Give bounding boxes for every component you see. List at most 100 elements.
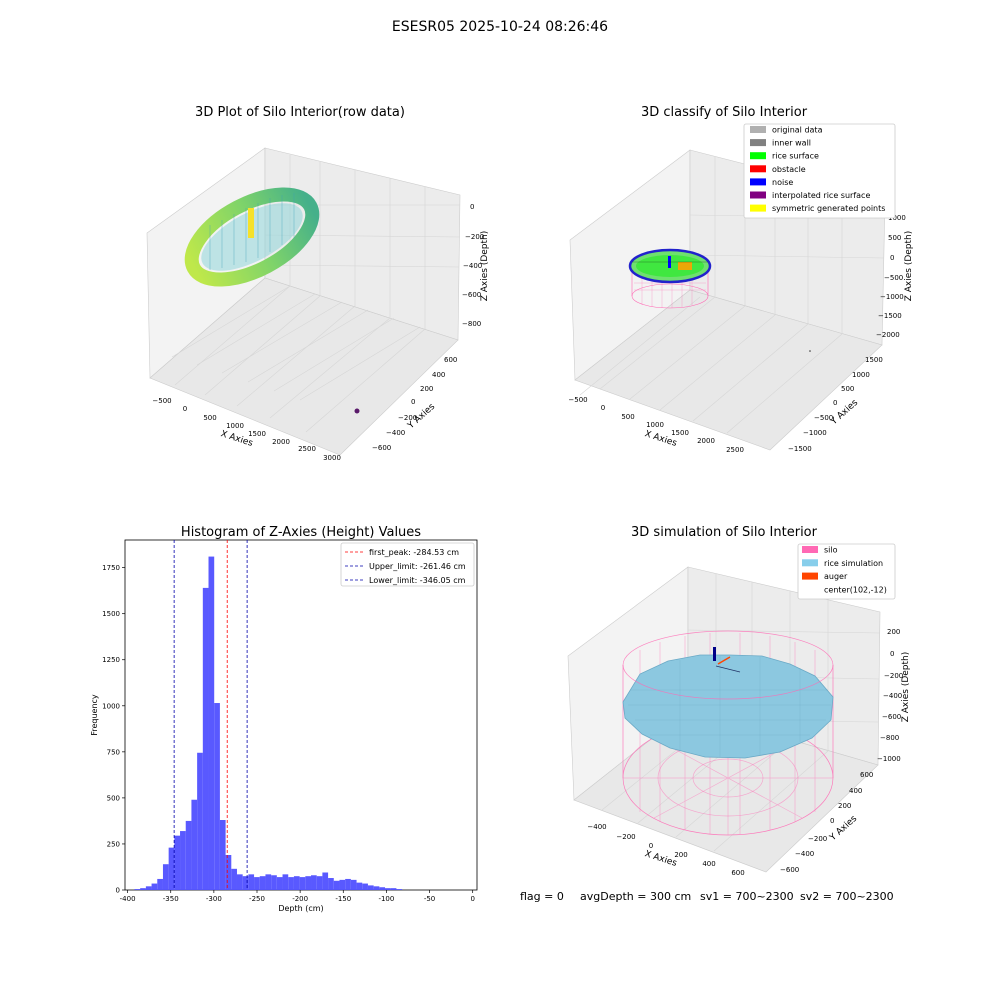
legend-swatch [802, 572, 818, 580]
raw-x-tick: 2500 [298, 445, 316, 453]
hist-y-ticks: 0 250 500 750 1000 1250 1500 1750 [102, 564, 125, 895]
legend-label: obstacle [772, 165, 806, 174]
hist-y-tick-label: 0 [116, 887, 120, 895]
hist-x-tick-label: -350 [163, 895, 179, 903]
hist-x-tick-label: -150 [335, 895, 351, 903]
hist-bar [305, 876, 312, 890]
panel-raw-data: 3D Plot of Silo Interior(row data) [146, 105, 490, 462]
sim-x-tick: −200 [616, 833, 635, 841]
legend-label: interpolated rice surface [772, 191, 870, 200]
hist-bar [202, 587, 209, 890]
legend-label: original data [772, 126, 823, 135]
sim-title: 3D simulation of Silo Interior [631, 525, 818, 540]
classify-z-tick: 1000 [888, 214, 906, 222]
legend-label: auger [824, 572, 848, 581]
hist-bar [271, 875, 277, 890]
status-sv1: sv1 = 700~2300 [700, 890, 794, 903]
hist-y-tick-label: 250 [107, 840, 120, 848]
classify-x-tick: 2500 [726, 446, 744, 454]
classify-legend-items: original data inner wall rice surface obsta… [750, 126, 885, 213]
sim-z-tick: −800 [880, 734, 899, 742]
hist-bar [328, 878, 334, 890]
legend-swatch [750, 204, 766, 212]
classify-y-tick: −1500 [788, 445, 812, 453]
raw-z-tick: 0 [470, 203, 474, 211]
hist-bar [185, 820, 192, 890]
hist-bar [390, 888, 397, 890]
sim-auger [713, 647, 741, 673]
legend-label: center(102,-12) [824, 585, 887, 594]
classify-x-tick: 500 [621, 413, 634, 421]
legend-swatch [750, 139, 766, 147]
classify-x-tick: −500 [568, 396, 587, 404]
panel-raw-title: 3D Plot of Silo Interior(row data) [195, 105, 405, 120]
classify-y-tick: 1000 [852, 371, 870, 379]
hist-bar [293, 876, 300, 890]
hist-bar [276, 877, 283, 890]
hist-x-tick-label: -300 [206, 895, 222, 903]
sim-y-tick: 600 [860, 771, 873, 779]
sim-x-tick: 200 [674, 851, 687, 859]
legend-label: silo [824, 546, 838, 555]
raw-y-tick: 400 [432, 371, 445, 379]
hist-bar [379, 887, 386, 890]
sim-y-tick: −400 [795, 850, 814, 858]
raw-x-tick: 1000 [226, 422, 244, 430]
hist-legend-label: Upper_limit: -261.46 cm [369, 562, 466, 571]
hist-bar [236, 874, 243, 890]
hist-x-tick-label: -200 [292, 895, 308, 903]
hist-bar [288, 877, 294, 890]
classify-x-tick: 1500 [671, 429, 689, 437]
classify-y-tick: 0 [833, 399, 837, 407]
classify-z-tick: 0 [890, 254, 894, 262]
sim-rice-surface [622, 654, 834, 759]
hist-x-tick-label: -400 [120, 895, 136, 903]
hist-bar [316, 876, 323, 890]
legend-label: symmetric generated points [772, 204, 885, 213]
hist-bar [345, 878, 351, 890]
raw-y-tick: −200 [398, 414, 417, 422]
status-sv2: sv2 = 700~2300 [800, 890, 894, 903]
sim-z-tick: −400 [883, 692, 902, 700]
hist-legend-label: first_peak: -284.53 cm [369, 548, 459, 557]
classify-y-tick: 500 [841, 385, 854, 393]
hist-bar [396, 889, 403, 890]
hist-x-tick-label: -50 [424, 895, 435, 903]
sim-z-tick: −600 [882, 713, 901, 721]
hist-title: Histogram of Z-Axies (Height) Values [181, 525, 421, 540]
sim-x-label: X Axies [643, 849, 678, 869]
hist-bar [362, 883, 368, 890]
raw-y-tick: 0 [411, 398, 415, 406]
raw-x-ticks: −500 0 500 1000 1500 2000 2500 3000 [152, 397, 341, 462]
panel-classify: 3D classify of Silo Interior [568, 105, 914, 454]
raw-z-tick: −200 [465, 233, 484, 241]
raw-x-tick: −500 [152, 397, 171, 405]
hist-bar [282, 874, 289, 890]
sim-y-ticks: −600 −400 −200 0 200 400 600 [780, 771, 873, 874]
sim-z-label: Z Axies (Depth) [901, 652, 911, 723]
hist-bar [140, 888, 146, 890]
hist-bar [145, 886, 152, 890]
legend-swatch [802, 546, 818, 553]
hist-bar [180, 831, 186, 890]
raw-floor-pane [149, 277, 459, 456]
hist-bar [254, 877, 260, 890]
raw-y-tick: −600 [372, 444, 391, 452]
status-flag: flag = 0 [520, 890, 564, 903]
sim-y-tick: 200 [838, 802, 851, 810]
hist-y-tick-label: 1750 [102, 564, 120, 572]
hist-x-tick-label: -100 [378, 895, 394, 903]
hist-bar [367, 885, 374, 890]
hist-y-label: Frequency [90, 694, 99, 736]
classify-z-ticks: 1000 500 0 −500 −1000 −1500 −2000 [876, 214, 906, 339]
hist-legend-label: Lower_limit: -346.05 cm [369, 576, 466, 585]
legend-label: inner wall [772, 139, 811, 148]
classify-z-tick: −2000 [876, 331, 900, 339]
hist-bar [356, 882, 363, 890]
sim-y-tick: −200 [808, 835, 827, 843]
classify-y-tick: −500 [814, 414, 833, 422]
legend-swatch [802, 559, 818, 567]
raw-y-ticks: −600 −400 −200 0 200 400 600 [372, 356, 457, 452]
classify-point-cloud [628, 248, 811, 352]
hist-bar [322, 872, 329, 890]
